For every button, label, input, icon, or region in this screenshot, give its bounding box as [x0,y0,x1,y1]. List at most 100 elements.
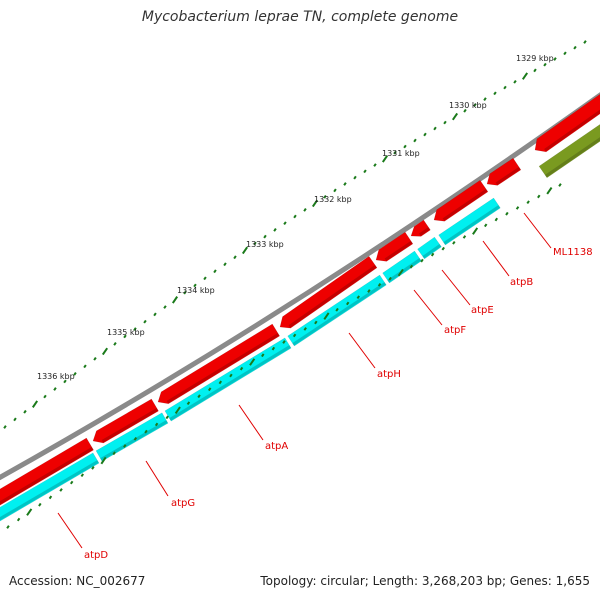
major-tick [311,199,319,208]
minor-tick [430,252,435,257]
minor-tick [154,422,159,427]
protein-track [0,120,600,525]
minor-tick [388,276,392,281]
minor-tick [207,387,212,392]
minor-tick [197,394,201,399]
minor-tick [573,45,577,50]
minor-tick [533,68,537,73]
feature-ML1138[interactable] [538,120,600,179]
major-tick [241,246,249,255]
leader-ML1138 [523,212,552,249]
minor-tick [193,283,197,288]
minor-tick [503,85,507,90]
minor-tick [323,194,327,199]
gene-atpD[interactable] [0,437,94,509]
protein-atpB-shade [443,205,501,245]
leader-atpG [145,460,169,497]
protein-atpB[interactable] [438,197,501,246]
leader-atpB [482,240,510,277]
gene-label-atpB[interactable]: atpB [510,277,533,288]
minor-tick [203,276,207,281]
gene-atpF[interactable] [375,231,414,262]
minor-tick [494,217,499,222]
gene-atpB[interactable] [433,179,489,222]
minor-tick [537,194,541,199]
leader-atpH [348,332,376,369]
minor-tick [261,353,265,358]
minor-tick [123,334,127,339]
gene-label-atpG[interactable]: atpG [171,498,195,509]
major-tick [546,186,553,195]
minor-tick [343,182,347,186]
scale-label-1330: 1330 kbp [449,101,487,110]
minor-tick [303,327,307,331]
minor-tick [80,473,85,478]
major-tick [323,312,330,320]
major-tick [521,72,529,80]
minor-tick [373,163,377,167]
minor-tick [113,342,117,346]
gene-atpA[interactable] [157,323,280,405]
minor-tick [420,258,424,263]
gene-label-atpE[interactable]: atpE [471,305,494,316]
minor-tick [423,132,427,137]
gene-label-atpA[interactable]: atpA [265,441,288,452]
major-tick [381,155,389,163]
gene-label-atpD[interactable]: atpD [84,550,108,561]
minor-tick [515,206,520,210]
minor-tick [16,517,21,522]
minor-tick [143,319,147,324]
protein-atpF[interactable] [382,250,422,284]
protein-atpF-shade [387,258,422,283]
gene-atpB-shade [442,188,488,221]
gene-label-ML1138[interactable]: ML1138 [553,247,593,258]
gene-atpB-tail[interactable] [486,157,522,186]
gene-atpH[interactable] [279,255,378,329]
minor-tick [271,346,276,351]
minor-tick [441,246,445,251]
gene-ML1138[interactable] [534,90,600,153]
protein-atpG[interactable] [95,412,169,462]
minor-tick [505,211,509,216]
minor-tick [253,241,257,246]
protein-atpD[interactable] [0,452,100,525]
minor-tick [213,269,217,274]
gene-atpG[interactable] [92,398,159,444]
gene-atpE[interactable] [410,219,431,237]
gene-label-atpF[interactable]: atpF [444,325,466,336]
gene-labels: atpD atpG atpA atpH atpF atpE atpB ML113… [84,247,593,561]
leader-atpA [238,404,264,441]
minor-tick [53,387,57,391]
minor-tick [543,62,547,67]
scale-ticks-outer [3,40,587,429]
minor-tick [526,200,530,205]
minor-tick [59,488,63,492]
minor-tick [583,40,587,44]
minor-tick [239,366,244,371]
minor-tick [558,183,562,187]
minor-tick [163,305,167,309]
gene-track [0,90,600,509]
minor-tick [186,401,191,406]
minor-tick [367,289,371,293]
minor-tick [463,108,467,113]
minor-tick [413,138,417,143]
minor-tick [6,525,10,529]
scale-label-1336: 1336 kbp [37,372,75,381]
gene-atpF-shade [384,240,413,261]
major-tick [397,268,404,277]
map-title: Mycobacterium leprae TN, complete genome [141,9,459,25]
scale-labels: 1329 kbp 1330 kbp 1331 kbp 1332 kbp 1333… [37,54,554,381]
minor-tick [133,436,138,441]
protein-atpA-shade [169,345,291,421]
protein-atpE[interactable] [417,236,442,260]
minor-tick [292,333,297,338]
minor-tick [133,327,137,331]
minor-tick [38,502,42,507]
minor-tick [393,150,397,155]
gene-label-atpH[interactable]: atpH [377,369,401,380]
minor-tick [48,495,53,500]
scale-label-1329: 1329 kbp [516,54,554,63]
